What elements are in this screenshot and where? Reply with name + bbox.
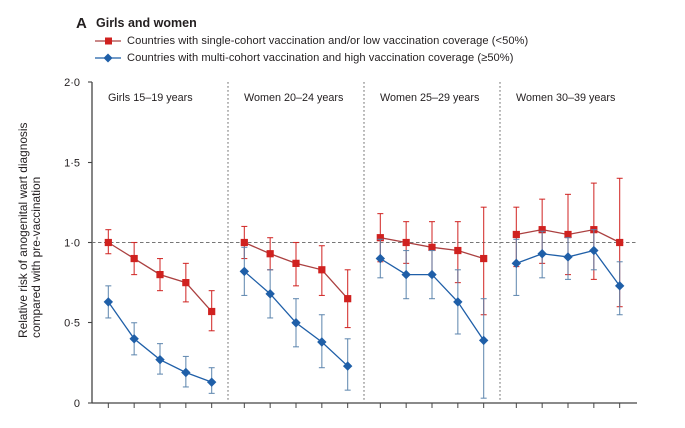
svg-text:1·5: 1·5 — [64, 158, 80, 170]
svg-text:0·5: 0·5 — [64, 318, 80, 330]
svg-text:2·0: 2·0 — [64, 77, 80, 89]
svg-text:0: 0 — [74, 398, 80, 410]
svg-text:1·0: 1·0 — [64, 238, 80, 250]
